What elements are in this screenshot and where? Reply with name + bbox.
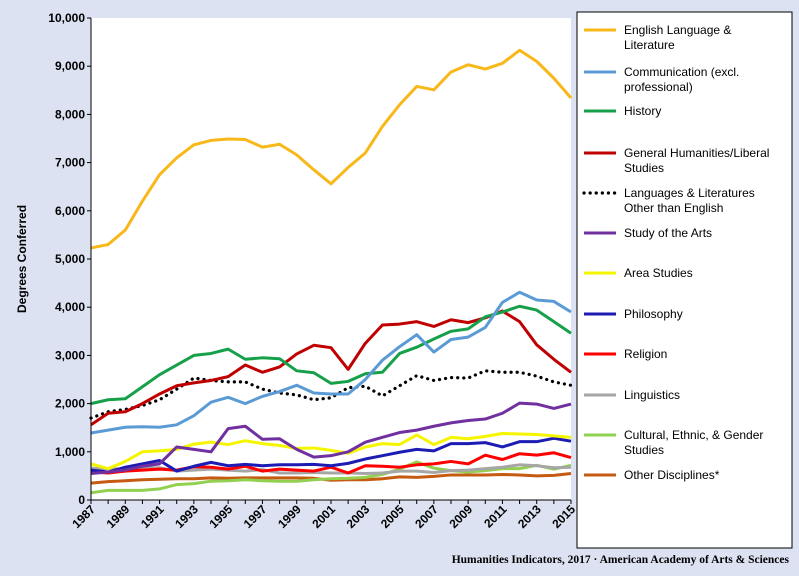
legend-label-area-studies: Area Studies [624, 266, 693, 280]
legend-label-study-of-the-arts: Study of the Arts [624, 226, 712, 240]
y-tick-label: 7,000 [55, 156, 85, 170]
series-line-cultural-ethnic-gender-studies [90, 460, 572, 495]
series-line-area-studies [90, 431, 572, 471]
series-line-philosophy [90, 436, 572, 474]
legend-label-philosophy: Philosophy [624, 307, 683, 321]
legend-label-languages-literatures-other-than-english: Languages & Literatures Other than Englis… [624, 186, 755, 215]
legend-box [576, 11, 793, 549]
series-line-history [90, 304, 572, 406]
legend-label-religion: Religion [624, 347, 667, 361]
y-tick-label: 4,000 [55, 300, 85, 314]
legend-label-history: History [624, 104, 661, 118]
y-tick-label: 6,000 [55, 204, 85, 218]
legend-label-linguistics: Linguistics [624, 388, 680, 402]
series-line-study-of-the-arts [90, 401, 572, 475]
legend: English Language & Literature Communicatio… [582, 23, 769, 482]
series-line-languages-literatures-other-than-english [89, 369, 573, 420]
series-line-english-language-literature [90, 48, 573, 250]
y-tick-label: 8,000 [55, 107, 85, 121]
legend-label-general-humanities-liberal-studies: General Humanities/Liberal Studies [624, 146, 769, 175]
y-tick-label: 10,000 [48, 11, 85, 25]
y-tick-label: 1,000 [55, 445, 85, 459]
legend-label-cultural-ethnic-gender-studies: Cultural, Ethnic, & Gender Studies [624, 428, 763, 457]
legend-label-other-disciplines: Other Disciplines* [624, 468, 720, 482]
y-axis-label: Degrees Conferred [15, 205, 29, 313]
y-tick-label: 3,000 [55, 348, 85, 362]
y-tick-label: 9,000 [55, 59, 85, 73]
legend-label-english-language-literature: English Language & Literature [624, 23, 731, 52]
y-tick-label: 2,000 [55, 397, 85, 411]
legend-label-communication-excl-professional: Communication (excl. professional) [624, 65, 739, 94]
series-lines [89, 48, 573, 495]
y-tick-label: 5,000 [55, 252, 85, 266]
y-axis-ticks: 0 1,000 2,000 3,000 4,000 5,000 6,000 7,000 8,00… [48, 11, 91, 507]
plot-area [91, 18, 571, 500]
y-tick-label: 0 [78, 493, 85, 507]
credit-text: Humanities Indicators, 2017 · American A… [452, 554, 790, 566]
series-line-communication-excl-professional [90, 290, 572, 435]
